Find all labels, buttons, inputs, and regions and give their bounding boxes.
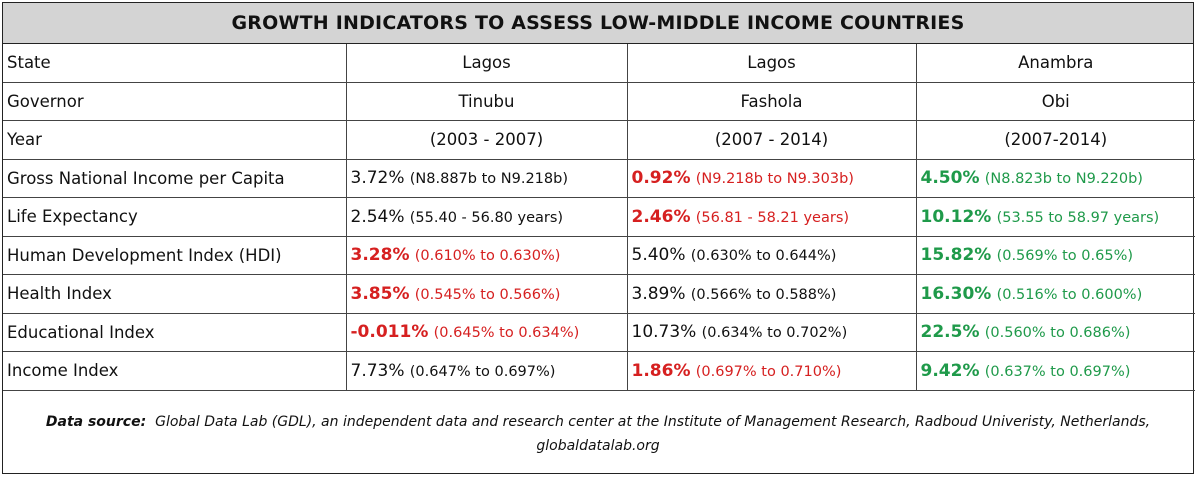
value-range: (0.569% to 0.65%) — [996, 248, 1134, 265]
header-cell: (2007-2014) — [915, 120, 1195, 160]
header-cell: (2007 - 2014) — [626, 120, 917, 160]
value-range: (0.610% to 0.630%) — [414, 248, 561, 265]
percent-change: 3.89% — [631, 283, 686, 304]
indicator-value-cell: 10.73% (0.634% to 0.702%) — [626, 312, 917, 352]
value-range: (0.630% to 0.644%) — [690, 248, 837, 265]
header-cell: Obi — [915, 81, 1195, 121]
indicators-table: State Lagos Lagos Anambra Governor Tinubu Fash… — [3, 44, 1195, 391]
data-source-line: Data source: Global Data Lab (GDL), an i… — [46, 410, 1150, 434]
indicator-value-cell: 2.54% (55.40 - 56.80 years) — [345, 197, 628, 237]
indicator-value-cell: 4.50% (N8.823b to N9.220b) — [915, 158, 1195, 198]
indicator-value-cell: 1.86% (0.697% to 0.710%) — [626, 351, 917, 391]
percent-change: 9.42% — [920, 360, 980, 381]
table-title: GROWTH INDICATORS TO ASSESS LOW-MIDDLE I… — [3, 3, 1193, 44]
header-cell: Lagos — [626, 44, 917, 83]
data-source-label: Data source: — [45, 414, 147, 430]
value-range: (0.566% to 0.588%) — [690, 286, 837, 303]
indicator-label: Educational Index — [3, 312, 347, 352]
percent-change: 1.86% — [631, 360, 691, 381]
value-range: (0.634% to 0.702%) — [701, 325, 848, 342]
percent-change: 3.85% — [350, 283, 410, 304]
indicator-value-cell: 10.12% (53.55 to 58.97 years) — [915, 197, 1195, 237]
header-cell: (2003 - 2007) — [345, 120, 628, 160]
value-range: (0.645% to 0.634%) — [433, 325, 580, 342]
value-range: (N8.887b to N9.218b) — [409, 171, 568, 188]
header-cell: Tinubu — [345, 81, 628, 121]
percent-change: 3.72% — [350, 168, 405, 189]
indicator-value-cell: 0.92% (N9.218b to N9.303b) — [626, 158, 917, 198]
value-range: (0.560% to 0.686%) — [984, 325, 1131, 342]
percent-change: -0.011% — [350, 322, 429, 343]
indicator-label: Income Index — [3, 351, 347, 391]
indicator-value-cell: 3.28% (0.610% to 0.630%) — [345, 235, 628, 275]
data-source-url: globaldatalab.org — [536, 438, 660, 454]
indicator-value-cell: 7.73% (0.647% to 0.697%) — [345, 351, 628, 391]
value-range: (N9.218b to N9.303b) — [695, 171, 854, 188]
indicator-value-cell: 3.85% (0.545% to 0.566%) — [345, 274, 628, 314]
percent-change: 10.73% — [631, 322, 697, 343]
indicator-value-cell: 3.89% (0.566% to 0.588%) — [626, 274, 917, 314]
indicator-row: Educational Index -0.011% (0.645% to 0.63… — [3, 312, 1195, 352]
row-label: State — [3, 44, 347, 83]
header-row: Year (2003 - 2007) (2007 - 2014) (2007-2014… — [3, 120, 1195, 160]
indicator-row: Gross National Income per Capita 3.72% (N… — [3, 158, 1195, 198]
header-cell: Anambra — [915, 44, 1195, 83]
indicator-value-cell: 22.5% (0.560% to 0.686%) — [915, 312, 1195, 352]
indicator-label: Life Expectancy — [3, 197, 347, 237]
indicator-row: Income Index 7.73% (0.647% to 0.697%) 1.86… — [3, 351, 1195, 391]
value-range: (0.697% to 0.710%) — [695, 363, 842, 380]
value-range: (0.647% to 0.697%) — [409, 363, 556, 380]
percent-change: 3.28% — [350, 245, 410, 266]
indicator-label: Health Index — [3, 274, 347, 314]
indicator-row: Health Index 3.85% (0.545% to 0.566%) 3.89… — [3, 274, 1195, 314]
header-row: Governor Tinubu Fashola Obi — [3, 81, 1195, 121]
value-range: (N8.823b to N9.220b) — [984, 171, 1143, 188]
row-label: Governor — [3, 81, 347, 121]
percent-change: 2.54% — [350, 206, 405, 227]
value-range: (0.637% to 0.697%) — [984, 363, 1131, 380]
indicator-value-cell: 9.42% (0.637% to 0.697%) — [915, 351, 1195, 391]
header-row: State Lagos Lagos Anambra — [3, 44, 1195, 83]
indicator-value-cell: 5.40% (0.630% to 0.644%) — [626, 235, 917, 275]
value-range: (53.55 to 58.97 years) — [996, 209, 1160, 226]
header-cell: Fashola — [626, 81, 917, 121]
value-range: (55.40 - 56.80 years) — [409, 209, 564, 226]
indicator-label: Gross National Income per Capita — [3, 158, 347, 198]
percent-change: 15.82% — [920, 245, 992, 266]
percent-change: 4.50% — [920, 168, 980, 189]
indicator-row: Life Expectancy 2.54% (55.40 - 56.80 year… — [3, 197, 1195, 237]
percent-change: 10.12% — [920, 206, 992, 227]
percent-change: 0.92% — [631, 168, 691, 189]
header-cell: Lagos — [345, 44, 628, 83]
data-source-note: Data source: Global Data Lab (GDL), an i… — [3, 395, 1193, 473]
percent-change: 5.40% — [631, 245, 686, 266]
row-label: Year — [3, 120, 347, 160]
percent-change: 16.30% — [920, 283, 992, 304]
indicator-value-cell: 2.46% (56.81 - 58.21 years) — [626, 197, 917, 237]
value-range: (0.516% to 0.600%) — [996, 286, 1143, 303]
indicator-value-cell: 3.72% (N8.887b to N9.218b) — [345, 158, 628, 198]
indicator-value-cell: -0.011% (0.645% to 0.634%) — [345, 312, 628, 352]
value-range: (56.81 - 58.21 years) — [695, 209, 850, 226]
indicator-value-cell: 16.30% (0.516% to 0.600%) — [915, 274, 1195, 314]
data-source-text: Global Data Lab (GDL), an independent da… — [155, 414, 1151, 430]
indicator-label: Human Development Index (HDI) — [3, 235, 347, 275]
indicator-row: Human Development Index (HDI) 3.28% (0.61… — [3, 235, 1195, 275]
value-range: (0.545% to 0.566%) — [414, 286, 561, 303]
indicator-value-cell: 15.82% (0.569% to 0.65%) — [915, 235, 1195, 275]
percent-change: 7.73% — [350, 360, 405, 381]
percent-change: 22.5% — [920, 322, 980, 343]
percent-change: 2.46% — [631, 206, 691, 227]
